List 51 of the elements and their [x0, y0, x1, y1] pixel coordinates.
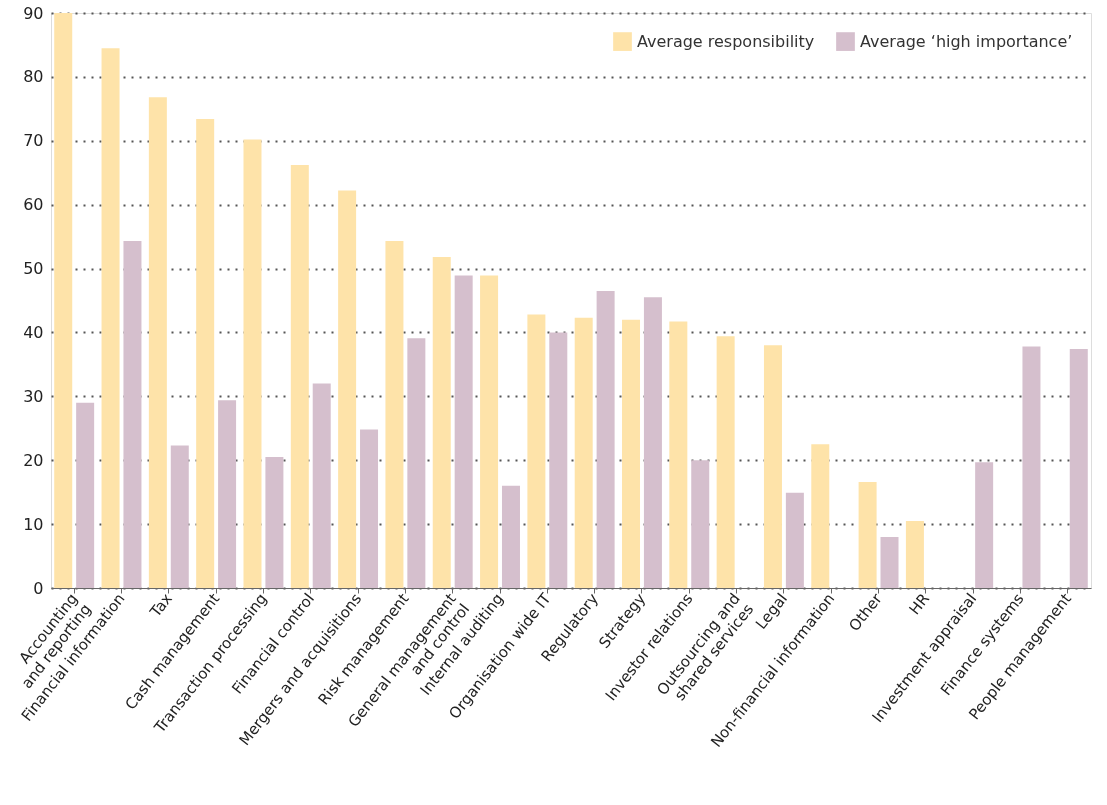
- legend-label: Average ‘high importance’: [860, 31, 1073, 51]
- bar: [596, 290, 615, 588]
- bar: [54, 13, 73, 588]
- x-tick-label: HR: [905, 589, 933, 619]
- bar: [811, 444, 830, 588]
- bar: [338, 190, 357, 588]
- bar: [785, 492, 804, 588]
- bar: [574, 317, 593, 588]
- bar: [527, 314, 546, 588]
- y-tick-label: 70: [23, 131, 44, 151]
- bar: [432, 257, 451, 588]
- bar: [1069, 349, 1088, 588]
- bar: [716, 336, 735, 588]
- bar: [407, 338, 426, 588]
- bar: [622, 319, 641, 588]
- bar: [669, 321, 688, 588]
- bar: [975, 462, 994, 588]
- bar: [385, 241, 404, 588]
- bar: [858, 481, 877, 588]
- bar: [880, 536, 899, 588]
- y-tick-label: 80: [23, 67, 44, 87]
- bar: [480, 275, 499, 588]
- bar: [549, 332, 568, 588]
- bar: [290, 165, 309, 588]
- bar: [763, 345, 782, 588]
- bar: [1022, 346, 1041, 588]
- bar: [148, 97, 167, 588]
- y-tick-label: 90: [23, 3, 44, 23]
- bar: [123, 241, 142, 588]
- bar: [312, 383, 331, 588]
- y-tick-label: 0: [33, 578, 44, 598]
- y-tick-label: 10: [23, 514, 44, 534]
- bar: [643, 297, 662, 588]
- y-tick-label: 50: [23, 259, 44, 279]
- bar: [905, 520, 924, 588]
- bar: [454, 275, 473, 588]
- bar: [218, 400, 237, 588]
- bar: [196, 119, 215, 588]
- y-tick-label: 30: [23, 386, 44, 406]
- y-tick-label: 60: [23, 195, 44, 215]
- bar: [501, 485, 520, 588]
- bar: [101, 48, 120, 588]
- bar: [265, 457, 284, 588]
- bar: [360, 429, 379, 588]
- bar: [170, 445, 189, 588]
- bar: [76, 402, 95, 588]
- y-tick-label: 20: [23, 450, 44, 470]
- y-tick-label: 40: [23, 322, 44, 342]
- legend-label: Average responsibility: [637, 31, 815, 51]
- bar: [243, 139, 262, 588]
- bar: [691, 460, 710, 588]
